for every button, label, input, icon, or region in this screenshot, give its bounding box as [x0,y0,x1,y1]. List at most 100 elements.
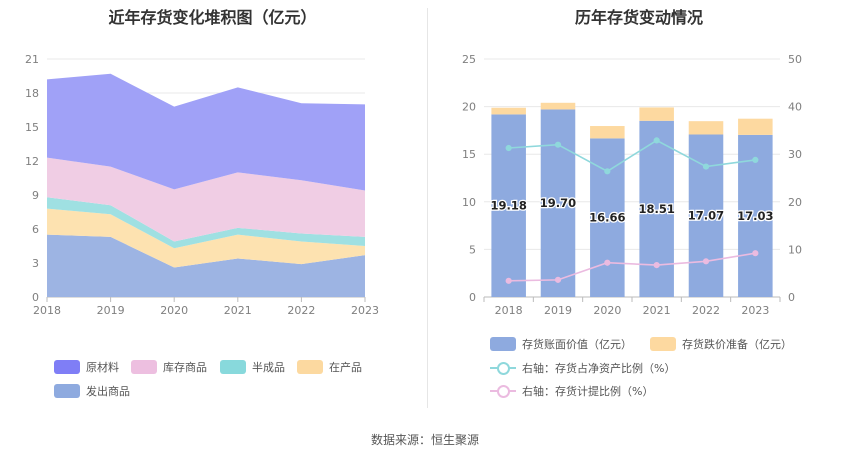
y-tick-label: 18 [25,87,39,100]
bar-series-2 [639,107,674,121]
bar-series-2 [491,107,526,115]
legend-swatch [131,360,157,374]
x-tick-label: 2021 [224,304,252,317]
y2-tick-label: 50 [788,53,802,66]
bar-line-title: 历年存货变动情况 [574,8,703,27]
y-tick-label: 5 [469,243,476,256]
line-point-2 [604,259,611,266]
line-point-2 [653,262,660,269]
x-tick-label: 2018 [495,304,523,317]
bar-series-2 [590,126,625,139]
bar-line-panel: 历年存货变动情况 0 5 10 15 20 25 0 10 20 30 40 50 2018 2019 20… [428,0,850,410]
bar-data-label: 17.03 [737,209,773,223]
legend-swatch [54,360,80,374]
bar-series-2 [688,121,724,135]
y-tick-label: 10 [462,196,476,209]
legend-swatch [490,337,516,351]
bar-data-label: 19.70 [540,196,576,210]
legend-label: 半成品 [252,361,285,374]
y-tick-label: 15 [25,121,39,134]
legend-item[interactable]: 右轴：存货占净资产比例（%） [490,360,675,376]
x-tick-label: 2023 [351,304,379,317]
area-series-4 [47,157,365,242]
line-point-2 [554,276,562,283]
y-tick-label: 3 [32,257,39,270]
bar-data-label: 17.07 [688,209,724,223]
legend-label: 在产品 [329,361,362,374]
y-tick-label: 25 [462,53,476,66]
y-tick-label: 6 [32,223,39,236]
area-series-3 [47,197,365,249]
x-tick-label: 2019 [97,304,125,317]
legend-swatch [297,360,323,374]
y-tick-label: 15 [462,148,476,161]
legend-item[interactable]: 原材料 [54,359,119,375]
bar-data-label: 19.18 [490,199,526,213]
area-series-5 [47,73,365,191]
x-tick-label: 2023 [741,304,769,317]
legend-swatch [650,337,676,351]
legend-label: 原材料 [86,361,119,374]
line-point-2 [505,277,512,284]
y-tick-label: 0 [32,291,39,304]
legend-label: 存货跌价准备（亿元） [682,338,792,351]
stacked-area-title: 近年存货变化堆积图（亿元） [108,8,317,27]
line-point-2 [752,250,759,257]
y2-tick-label: 20 [788,196,802,209]
bar-series-1 [688,134,724,297]
legend-swatch [54,384,80,398]
legend-item[interactable]: 发出商品 [54,383,130,399]
stacked-area-chart: 0 3 6 9 12 15 18 21 2018 2019 2020 2021 2022 2023 [25,53,379,317]
legend-item[interactable]: 存货跌价准备（亿元） [650,336,792,352]
x-tick-label: 2021 [643,304,671,317]
panel-divider [427,8,428,408]
line-series-1 [508,139,756,173]
bar-series-2 [540,102,576,110]
x-tick-label: 2022 [287,304,315,317]
bar-series-1 [491,114,526,297]
line-point-1 [554,141,562,148]
legend-item[interactable]: 库存商品 [131,359,207,375]
line-point-1 [604,168,611,175]
area-series-1 [47,234,365,297]
legend-swatch [490,361,516,375]
y-tick-label: 12 [25,155,39,168]
legend-label: 存货账面价值（亿元） [522,338,632,351]
legend-swatch [220,360,246,374]
line-series-2 [508,252,756,282]
y-tick-label: 21 [25,53,39,66]
legend-item[interactable]: 在产品 [297,359,362,375]
y2-tick-label: 40 [788,101,802,114]
legend-label: 库存商品 [163,361,207,374]
stacked-area-panel: 近年存货变化堆积图（亿元） 0 3 6 9 12 15 18 21 2018 2019 2020 20… [0,0,425,410]
y-tick-label: 20 [462,101,476,114]
y-tick-label: 0 [469,291,476,304]
y2-tick-label: 10 [788,243,802,256]
x-tick-label: 2020 [160,304,188,317]
bar-data-label: 18.51 [638,202,674,216]
legend-item[interactable]: 右轴：存货计提比例（%） [490,383,653,399]
line-point-2 [702,258,710,265]
x-tick-label: 2020 [593,304,621,317]
bar-line-chart: 0 5 10 15 20 25 0 10 20 30 40 50 2018 2019 2020 2021 202… [462,53,802,317]
y2-tick-label: 0 [788,291,795,304]
y-tick-label: 9 [32,189,39,202]
line-point-1 [752,156,759,164]
bar-series-2 [738,118,773,135]
x-tick-label: 2022 [692,304,720,317]
legend-label: 发出商品 [86,385,130,398]
x-tick-label: 2018 [33,304,61,317]
bar-series-1 [540,109,576,298]
legend-item[interactable]: 半成品 [220,359,285,375]
legend-item[interactable]: 存货账面价值（亿元） [490,336,632,352]
bar-data-label: 16.66 [589,211,625,225]
data-source: 数据来源：恒生聚源 [370,433,479,447]
area-series-2 [47,208,365,268]
line-point-1 [653,137,660,144]
legend-swatch [490,384,516,398]
legend-label: 右轴：存货计提比例（%） [522,385,654,398]
x-tick-label: 2019 [544,304,572,317]
line-point-1 [505,144,512,152]
line-point-1 [702,163,710,170]
y2-tick-label: 30 [788,148,802,161]
